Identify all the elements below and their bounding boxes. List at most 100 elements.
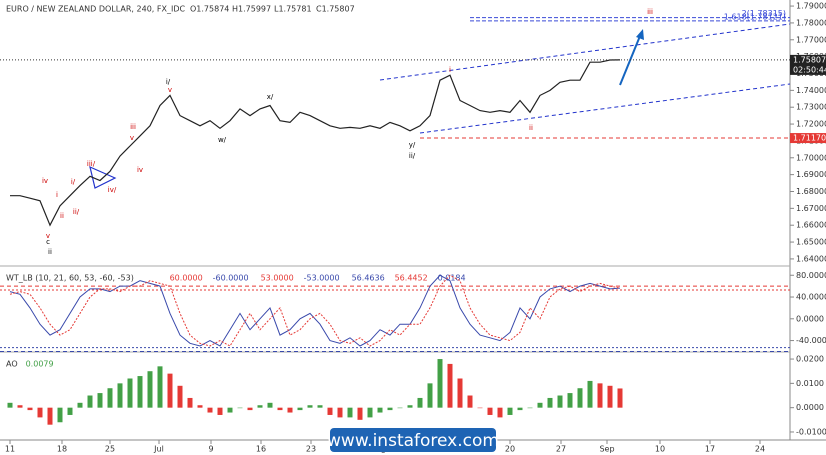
- ao-bar: [307, 405, 313, 408]
- channel-line: [419, 83, 791, 134]
- ao-bar: [467, 395, 473, 408]
- y-tick-label: 1.67000: [796, 204, 826, 213]
- wave-label: ii/: [409, 152, 416, 160]
- y-tick-label: 1.68000: [796, 187, 826, 196]
- pane-value: 60.0000: [170, 274, 203, 283]
- y-tick-label: 1.74000: [796, 86, 826, 95]
- wave-label: v: [168, 86, 172, 94]
- ao-bar: [377, 407, 383, 413]
- x-tick-label: 16: [256, 445, 266, 454]
- wave-label: i: [449, 66, 451, 74]
- ohlc: H1.75997: [232, 5, 271, 14]
- ao-bar: [487, 407, 493, 415]
- y-tick-label: 0.0200: [796, 355, 824, 364]
- countdown: 02:50:44: [793, 65, 826, 74]
- last-price-label: 1.75807: [793, 55, 826, 64]
- y-tick-label: 40.0000: [796, 293, 826, 302]
- watermark: www.instaforex.com: [327, 428, 499, 452]
- wave-label: iii/: [87, 160, 96, 168]
- ao-bar: [167, 373, 173, 408]
- ao-bar: [67, 407, 73, 415]
- ao-bar: [607, 385, 613, 408]
- x-tick-label: 10: [655, 445, 665, 454]
- y-tick-label: 1.69000: [796, 170, 826, 179]
- y-tick-label: 1.66000: [796, 221, 826, 230]
- level-tag: [790, 133, 826, 144]
- wave-label: y/: [409, 141, 416, 149]
- ohlc: C1.75807: [316, 5, 355, 14]
- ao-bar: [317, 405, 323, 408]
- wave-label: iv/: [108, 186, 117, 194]
- arrow-head: [636, 29, 644, 40]
- ao-bar: [227, 407, 233, 413]
- ao-bar: [547, 397, 553, 408]
- ao-bar: [417, 397, 423, 408]
- y-tick-label: 1.73000: [796, 103, 826, 112]
- pane-value: -53.0000: [304, 274, 340, 283]
- y-tick-label: 1.72000: [796, 120, 826, 129]
- last-price-tag: [790, 54, 826, 75]
- pane-title: WT_LB (10, 21, 60, 53, -60, -53): [6, 274, 134, 283]
- wave-label: i/: [71, 178, 76, 186]
- ao-bar: [337, 407, 343, 418]
- y-tick-label: 1.78000: [796, 18, 826, 27]
- pane-value: 0.0079: [26, 360, 54, 369]
- x-tick-label: Sep: [599, 445, 614, 454]
- wave-label: iii: [647, 8, 653, 16]
- pane-value: 0.0184: [438, 274, 466, 283]
- y-tick-label: 1.77000: [796, 35, 826, 44]
- ao-bar: [197, 405, 203, 408]
- ao-bar: [87, 395, 93, 408]
- ao-bar: [497, 407, 503, 418]
- ao-bar: [57, 407, 63, 423]
- pane-value: -60.0000: [213, 274, 249, 283]
- ao-bar: [137, 376, 143, 408]
- target-label: 2(1.78315): [742, 9, 786, 18]
- pane-value: 56.4452: [395, 274, 428, 283]
- ao-bar: [187, 397, 193, 408]
- watermark-text: www.instaforex.com: [327, 431, 499, 451]
- wave-label: iv: [42, 177, 48, 185]
- wave-label: ii: [48, 248, 52, 256]
- y-tick-label: -0.0100: [796, 427, 826, 436]
- ao-bar: [457, 378, 463, 408]
- ao-bar: [517, 407, 523, 411]
- ao-bar: [567, 393, 573, 408]
- wave-label: w/: [218, 136, 227, 144]
- ao-bar: [107, 388, 113, 408]
- wave-label: ii/: [73, 208, 80, 216]
- ao-bar: [507, 407, 513, 415]
- ao-bar: [7, 402, 13, 408]
- y-tick-label: 0.0000: [796, 314, 824, 323]
- ao-bar: [527, 407, 533, 409]
- ao-bar: [437, 359, 443, 408]
- pane-title: AO: [6, 360, 18, 369]
- ao-bar: [217, 407, 223, 415]
- ao-bar: [347, 407, 353, 418]
- ao-bar: [447, 363, 453, 408]
- y-tick-label: 1.79000: [796, 2, 826, 11]
- ohlc: O1.75874: [190, 5, 229, 14]
- x-tick-label: 20: [505, 445, 515, 454]
- x-tick-label: 17: [705, 445, 715, 454]
- x-tick-label: 27: [556, 445, 566, 454]
- wave-label: v: [46, 232, 50, 240]
- ao-bar: [17, 405, 23, 408]
- watermark-box: [330, 428, 496, 452]
- ao-bar: [207, 407, 213, 413]
- pane-value: 53.0000: [261, 274, 294, 283]
- level-label: 1.71170: [793, 134, 826, 143]
- ao-bar: [267, 402, 273, 408]
- ao-bar: [397, 407, 403, 409]
- y-tick-label: 0.0000: [796, 403, 824, 412]
- x-tick-label: 25: [105, 445, 115, 454]
- ao-bar: [367, 407, 373, 418]
- chart-title: EURO / NEW ZEALAND DOLLAR, 240, FX_IDC: [6, 5, 185, 14]
- y-tick-label: 0.0100: [796, 379, 824, 388]
- pane-value: 56.4636: [352, 274, 385, 283]
- arrow: [619, 35, 641, 86]
- y-tick-label: -40.0000: [796, 336, 826, 345]
- y-tick-label: 1.65000: [796, 238, 826, 247]
